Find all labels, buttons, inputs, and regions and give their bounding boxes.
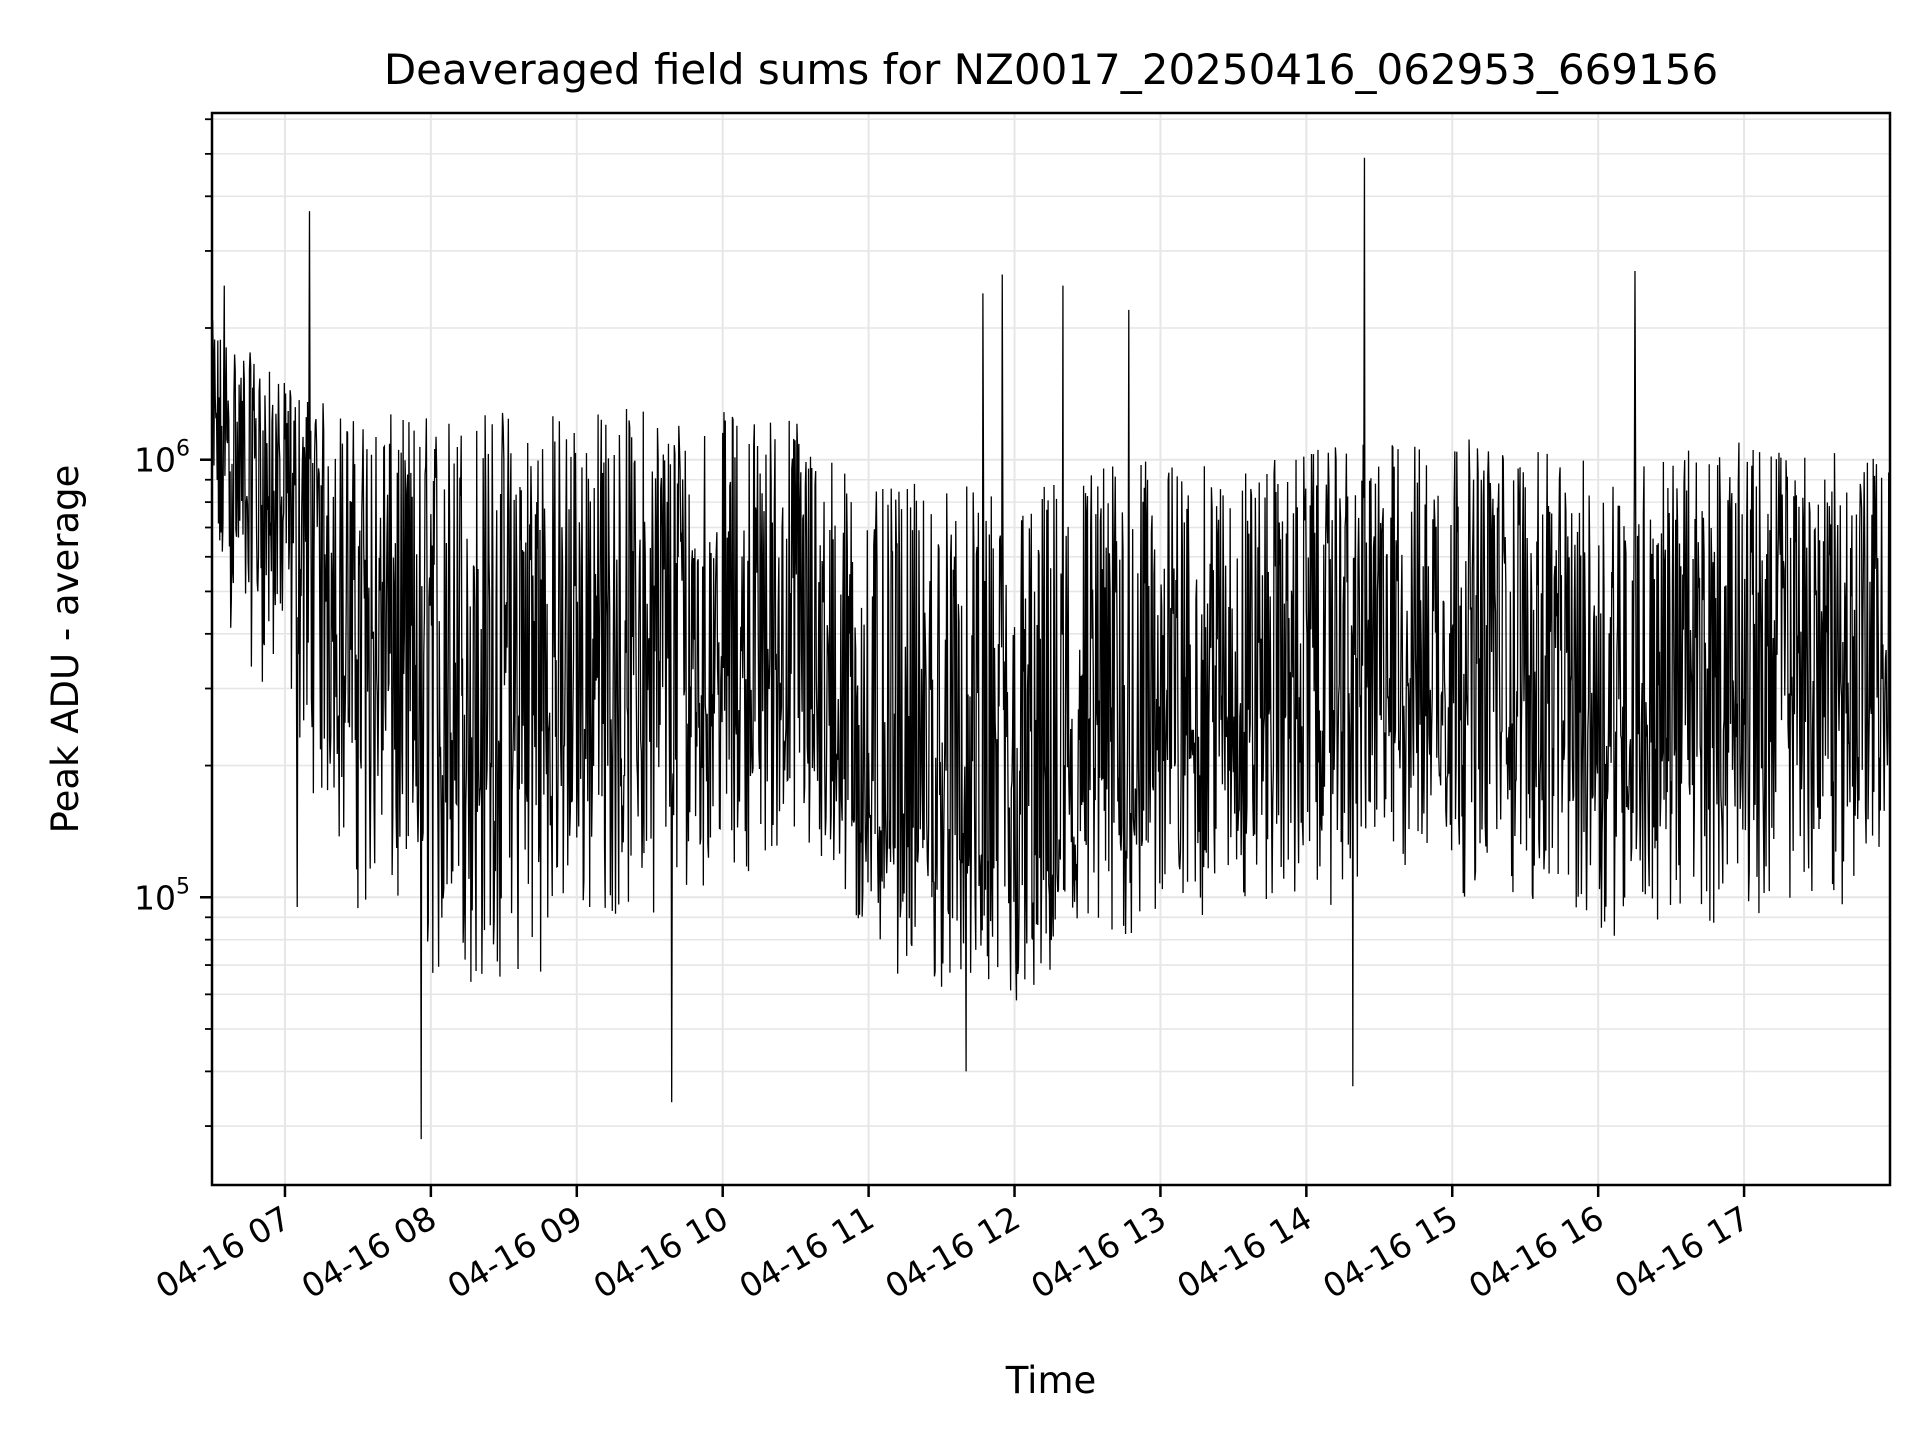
series-line xyxy=(212,157,1890,1140)
y-axis: 105 106 xyxy=(134,118,212,1127)
y-axis-label: Peak ADU - average xyxy=(44,465,87,834)
y-tick-label: 105 xyxy=(134,874,190,917)
y-tick-label: 106 xyxy=(134,437,190,480)
data-series xyxy=(212,157,1890,1140)
chart-title: Deaveraged field sums for NZ0017_2025041… xyxy=(384,45,1718,94)
plot-frame xyxy=(210,111,1892,1187)
x-axis-label: Time xyxy=(1005,1359,1097,1402)
